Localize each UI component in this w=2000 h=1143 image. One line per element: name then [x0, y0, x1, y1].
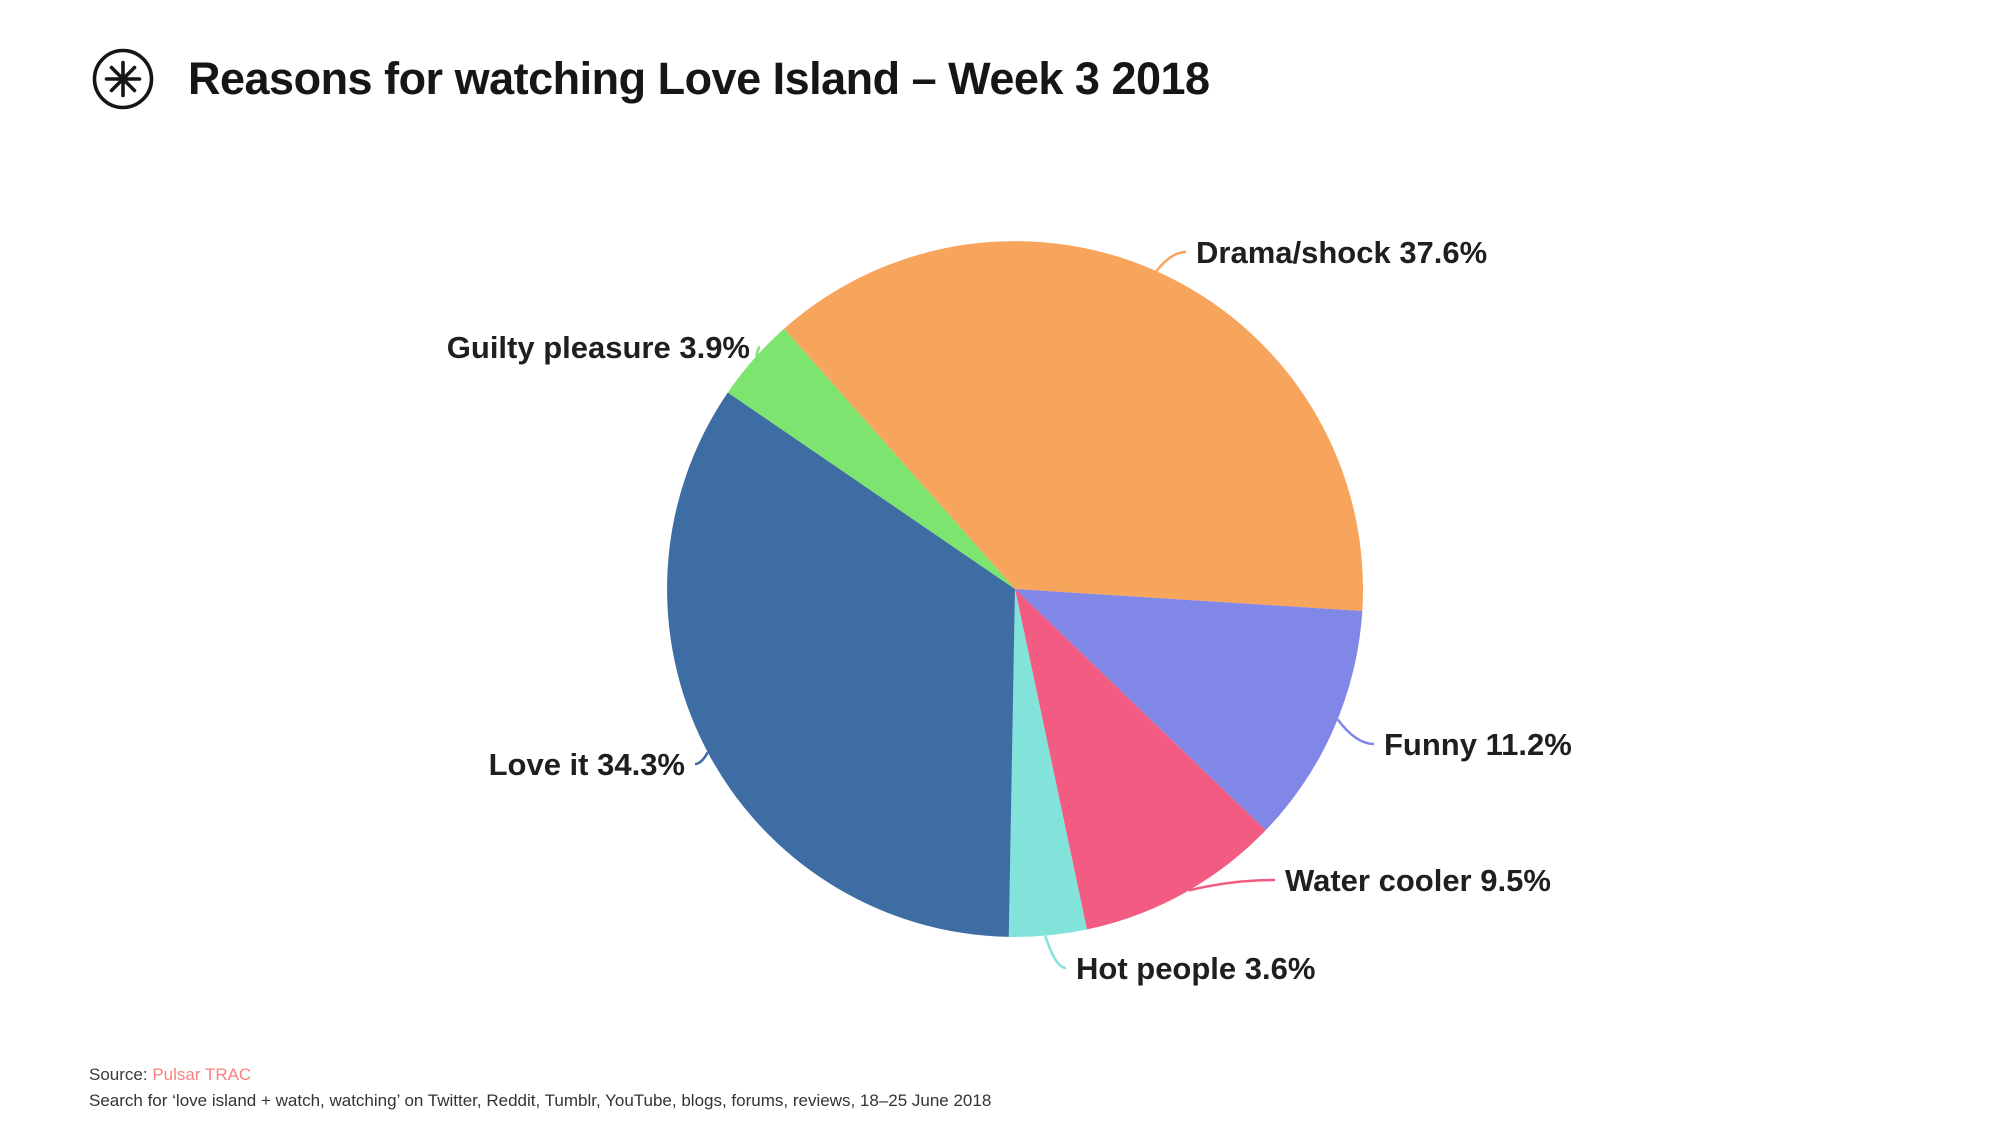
slice-label-love-it: Love it 34.3% — [489, 747, 685, 782]
pie-slice-hot-people — [1008, 589, 1087, 937]
pie-slice-funny — [1015, 589, 1363, 831]
label-leader-line-drama-shock — [1155, 250, 1187, 272]
source-line: Source: Pulsar TRAC — [89, 1062, 991, 1088]
header: Reasons for watching Love Island – Week … — [90, 46, 1210, 112]
label-leader-line-funny — [1336, 718, 1375, 746]
source-link[interactable]: Pulsar TRAC — [152, 1065, 252, 1084]
slice-label-hot-people: Hot people 3.6% — [1076, 951, 1315, 986]
slice-label-guilty-pleasure: Guilty pleasure 3.9% — [447, 330, 750, 365]
pie-slice-water-cooler — [1015, 589, 1266, 930]
label-leader-line-water-cooler — [1188, 878, 1276, 892]
pie-slice-drama-shock — [784, 241, 1363, 612]
label-leader-line-hot-people — [1044, 935, 1067, 970]
pulsar-asterisk-logo-icon — [90, 46, 156, 112]
source-label: Source: — [89, 1065, 148, 1084]
pie-slice-love-it — [667, 392, 1015, 937]
slice-label-funny: Funny 11.2% — [1384, 727, 1572, 762]
footer: Source: Pulsar TRAC Search for ‘love isl… — [89, 1062, 991, 1114]
label-leader-line-guilty-pleasure — [755, 345, 761, 357]
source-description: Search for ‘love island + watch, watchin… — [89, 1091, 992, 1110]
label-leader-line-love-it — [694, 751, 709, 766]
page-title: Reasons for watching Love Island – Week … — [188, 53, 1210, 104]
slice-label-drama-shock: Drama/shock 37.6% — [1196, 235, 1487, 270]
slice-label-water-cooler: Water cooler 9.5% — [1285, 863, 1551, 898]
pie-slice-guilty-pleasure — [727, 328, 1015, 589]
